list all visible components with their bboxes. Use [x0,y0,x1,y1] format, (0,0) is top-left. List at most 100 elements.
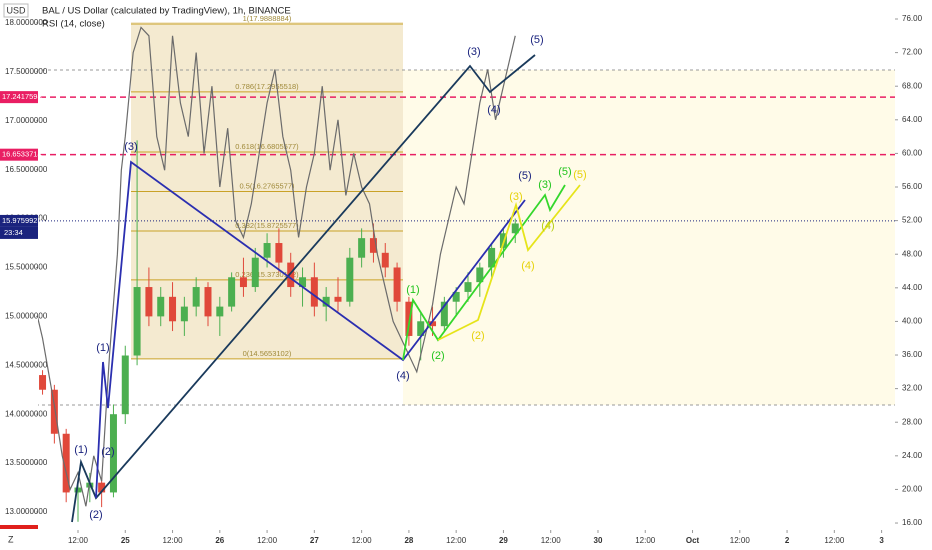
price-tag-label: 17.2417598 [2,92,42,101]
y2-tick-label: 44.00 [902,283,923,292]
candle-body [157,296,165,317]
y-tick-label: 16.5000000 [5,165,48,174]
wave-label: (3) [467,46,480,58]
candle-body [346,257,354,302]
x-tick-label: 12:00 [163,536,184,545]
y-tick-label: 13.0000000 [5,507,48,516]
candle-body [440,301,448,327]
candle-body [488,247,496,268]
y2-tick-label: 60.00 [902,149,923,158]
x-tick-label: 25 [121,536,130,545]
x-tick-label: 2 [785,536,790,545]
candle-body [358,238,366,258]
y2-tick-label: 40.00 [902,317,923,326]
fib-label: 0.5(16.2765577) [239,182,295,191]
x-tick-label: 12:00 [824,536,845,545]
wave-label: (2) [89,509,102,521]
currency-box [3,3,29,18]
x-tick-label: Oct [686,536,700,545]
y2-tick-label: 24.00 [902,451,923,460]
price-tag [0,148,38,161]
x-tick-label: 12:00 [635,536,656,545]
candle-body [251,257,259,288]
candle-body [133,287,141,356]
candle-body [228,277,236,307]
wave-label: (2) [101,446,114,458]
candle-body [381,252,389,268]
wave-label: (4) [521,260,534,272]
x-tick-label: 12:00 [257,536,278,545]
price-tag-label: 16.6533714 [2,150,42,159]
candle-body [74,487,82,493]
y2-tick-label: 68.00 [902,81,923,90]
candle-body [287,262,295,288]
candle-body [204,287,212,317]
y-tick-label: 17.0000000 [5,116,48,125]
wave-label: (5) [530,34,543,46]
x-tick-label: 27 [310,536,319,545]
wave-label: (5) [518,170,531,182]
wave-label: (1) [74,444,87,456]
y-tick-label: 14.0000000 [5,409,48,418]
wave-label: (3) [124,141,137,153]
currency: USD [6,5,26,15]
wave-label: (4) [541,220,554,232]
right-axis [895,0,932,530]
y2-tick-label: 16.00 [902,518,923,527]
corner-icon: Z [8,534,14,544]
candle-body [98,482,106,493]
candle-body [121,355,129,415]
y2-tick-label: 20.00 [902,485,923,494]
price-tag [0,91,38,104]
price-tag-label: 15.9759925 [2,216,42,225]
candle-body [275,243,283,263]
x-tick-label: 12:00 [541,536,562,545]
candle-body [39,375,47,390]
candle-body [452,291,460,302]
wave-label: (4) [487,104,500,116]
y2-tick-label: 64.00 [902,115,923,124]
price-tag [0,214,38,227]
x-tick-label: 26 [215,536,224,545]
x-tick-label: 28 [404,536,413,545]
candle-body [511,223,519,234]
wave-line [437,184,581,341]
x-tick-label: 29 [499,536,508,545]
wave-lines [71,54,581,523]
candle-body [464,282,472,292]
x-tick-label: 12:00 [352,536,373,545]
candle-body [476,267,484,283]
candle-body [322,296,330,307]
fib-label: 0(14.5653102) [243,349,292,358]
wave-label: (4) [396,370,409,382]
price-marker [0,525,38,529]
chart-title: BAL / US Dollar (calculated by TradingVi… [42,6,291,17]
x-tick-label: 3 [879,536,884,545]
countdown: 23:34 [4,228,23,237]
wave-label: (1) [406,284,419,296]
candle-body [405,301,413,336]
wave-line [402,184,566,361]
x-tick-label: 12:00 [68,536,89,545]
y-tick-label: 14.5000000 [5,360,48,369]
wave-label: (3) [509,191,522,203]
fib-box [131,22,403,359]
wave-label: (2) [431,350,444,362]
candle-body [263,243,271,258]
candle-body [50,389,58,434]
y2-tick-label: 52.00 [902,216,923,225]
candle-body [180,306,188,322]
x-tick-label: 30 [594,536,603,545]
wave-label: (5) [573,169,586,181]
wave-label: (5) [558,166,571,178]
y2-tick-label: 28.00 [902,417,923,426]
y-tick-label: 17.5000000 [5,67,48,76]
candle-body [417,321,425,336]
y2-tick-label: 48.00 [902,249,923,258]
candle-body [109,414,117,493]
y-tick-label: 15.5000000 [5,263,48,272]
wave-label: (3) [538,179,551,191]
y-tick-label: 18.0000000 [5,18,48,27]
countdown-tag [0,226,38,239]
